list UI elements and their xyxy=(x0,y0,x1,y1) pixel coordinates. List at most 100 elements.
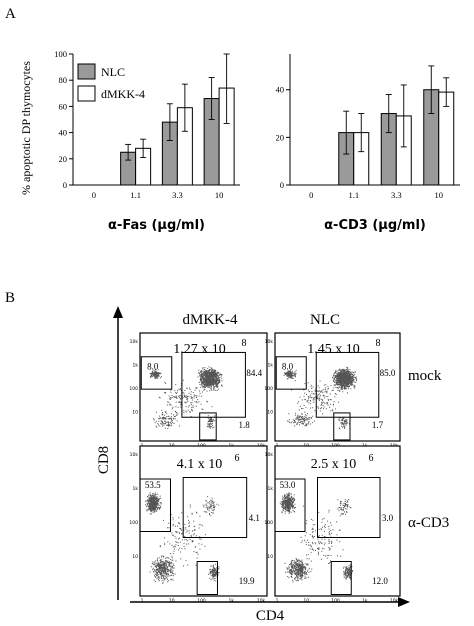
legend: NLC dMKK-4 xyxy=(77,63,145,102)
y-tick-label: 0 xyxy=(63,180,67,190)
y-tick-label: 100 xyxy=(264,520,273,526)
y-tick-label: 10 xyxy=(132,410,138,416)
gate-dp xyxy=(182,477,248,538)
gate-percent-dp: 4.1 xyxy=(249,513,260,523)
y-tick-label: 1k xyxy=(268,363,274,369)
legend-swatch-nlc xyxy=(77,63,96,80)
y-tick-label: 1k xyxy=(133,486,139,492)
gate-sp4 xyxy=(196,561,218,595)
x-tick-label: 1 xyxy=(141,598,144,604)
x-tick-label: 100 xyxy=(331,598,340,604)
x-tick-label: 10 xyxy=(435,190,444,200)
x-axis-label: α-CD3 (µg/ml) xyxy=(324,218,426,233)
gate-percent-sp4: 12.0 xyxy=(372,576,388,586)
y-tick-label: 20 xyxy=(276,132,285,142)
y-tick-label: 60 xyxy=(59,101,68,111)
y-tick-label: 100 xyxy=(54,49,67,59)
x-tick-label: 10k xyxy=(390,598,399,604)
x-tick-label: 1k xyxy=(362,598,368,604)
gate-sp4 xyxy=(330,561,352,595)
cell-count-exponent: 6 xyxy=(369,453,374,464)
y-tick-label: 100 xyxy=(129,520,138,526)
gate-sp8 xyxy=(140,356,173,390)
gate-sp8 xyxy=(275,356,307,390)
flow-plot: 10k 1k 100 10 1 10 100 1k 10k 4.1 x 10 6 53.5 4.1 19.… xyxy=(129,445,268,604)
column-title-nlc: NLC xyxy=(310,312,340,328)
cell-count-exponent: 6 xyxy=(235,453,240,464)
gate-dp xyxy=(317,477,381,538)
y-tick-label: 100 xyxy=(264,386,273,392)
flow-plot: 10k1k100101101001k10k1.45 x 1088.085.01.… xyxy=(264,332,401,449)
flow-events xyxy=(149,366,223,429)
y-tick-label: 20 xyxy=(59,154,68,164)
y-axis-cd8: CD8 xyxy=(96,446,112,474)
legend-swatch-dmkk4 xyxy=(77,85,96,102)
cell-count-exponent: 8 xyxy=(242,338,247,349)
gate-percent-sp8: 8.0 xyxy=(282,362,294,372)
x-axis-label: α-Fas (µg/ml) xyxy=(108,218,205,233)
flow-plot: 10k1k100101101001k10k1.27 x 1088.084.41.… xyxy=(129,332,268,449)
gate-dp xyxy=(315,351,380,418)
x-tick-label: 1.1 xyxy=(348,190,359,200)
y-tick-label: 10k xyxy=(130,452,139,458)
gate-percent-sp8: 8.0 xyxy=(147,362,159,372)
gate-sp8 xyxy=(139,478,171,532)
y-tick-label: 0 xyxy=(280,180,284,190)
cell-count: 2.5 x 10 xyxy=(311,457,357,472)
y-tick-label: 10k xyxy=(130,339,139,345)
gate-percent-dp: 84.4 xyxy=(246,368,262,378)
x-tick-label: 10k xyxy=(257,598,266,604)
y-tick-label: 100 xyxy=(129,386,138,392)
y-tick-label: 10k xyxy=(265,452,274,458)
x-tick-label: 0 xyxy=(309,190,313,200)
flow-plot-frame xyxy=(274,445,401,597)
flow-plots: 10k 1k 100 10 1 10 100 1k 10k 1.27 x 10 8 8.0 84.4 1.… xyxy=(129,332,401,604)
cell-count: 4.1 x 10 xyxy=(177,457,223,472)
gate-sp8 xyxy=(274,478,306,532)
y-tick-label: 10 xyxy=(132,554,138,560)
gate-percent-sp8: 53.5 xyxy=(145,480,161,490)
gate-dp xyxy=(181,351,246,418)
y-tick-label: 40 xyxy=(276,85,285,95)
y-tick-label: 10k xyxy=(265,339,274,345)
flow-events xyxy=(144,492,220,584)
gate-percent-sp8: 53.0 xyxy=(280,480,296,490)
x-tick-label: 3.3 xyxy=(391,190,402,200)
y-tick-label: 80 xyxy=(59,75,68,85)
gate-sp4 xyxy=(199,412,217,441)
x-tick-label: 1.1 xyxy=(130,190,141,200)
column-title-dmkk4: dMKK-4 xyxy=(183,312,238,328)
gate-percent-dp: 85.0 xyxy=(380,368,396,378)
cell-count-exponent: 8 xyxy=(376,338,381,349)
gate-percent-dp: 3.0 xyxy=(382,513,394,523)
panel-b-letter: B xyxy=(5,290,15,306)
cd3-bar-chart: 0 20 40 0 1.1 3.3 10 α-CD3 (µg/ml) xyxy=(276,54,460,233)
cd4-axis-arrow xyxy=(130,597,410,607)
x-tick-label: 1 xyxy=(276,598,279,604)
y-tick-label: 1k xyxy=(268,486,274,492)
cell-count: 1.45 x 10 xyxy=(307,342,360,357)
panel-a-y-axis-label: % apoptotic DP thymocytes xyxy=(19,61,33,195)
y-tick-label: 1k xyxy=(133,363,139,369)
fas-bar-chart: 0 20 40 60 80 100 0 1.1 3.3 10 α-Fas (µg/ml) xyxy=(54,49,240,233)
x-tick-label: 10 xyxy=(303,598,309,604)
row-label-mock: mock xyxy=(408,368,442,384)
cell-count: 1.27 x 10 xyxy=(173,342,226,357)
flow-plot: 10k 1k 100 10 1 10 100 1k 10k 2.5 x 10 6 53.0 3.0 12.… xyxy=(264,445,401,604)
gate-percent-sp4: 1.8 xyxy=(239,420,251,430)
x-tick-label: 3.3 xyxy=(172,190,183,200)
gate-sp4 xyxy=(333,412,351,441)
row-label-acd3: α-CD3 xyxy=(408,515,449,531)
legend-label-nlc: NLC xyxy=(101,65,125,79)
flow-events xyxy=(283,366,358,430)
x-tick-label: 10 xyxy=(215,190,224,200)
flow-events xyxy=(279,492,354,583)
cd8-axis-arrow xyxy=(113,306,123,600)
x-tick-label: 100 xyxy=(197,598,206,604)
x-tick-label: 0 xyxy=(92,190,96,200)
y-tick-label: 10 xyxy=(267,410,273,416)
x-tick-label: 10 xyxy=(169,598,175,604)
y-tick-label: 10 xyxy=(267,554,273,560)
x-tick-label: 1k xyxy=(229,598,235,604)
